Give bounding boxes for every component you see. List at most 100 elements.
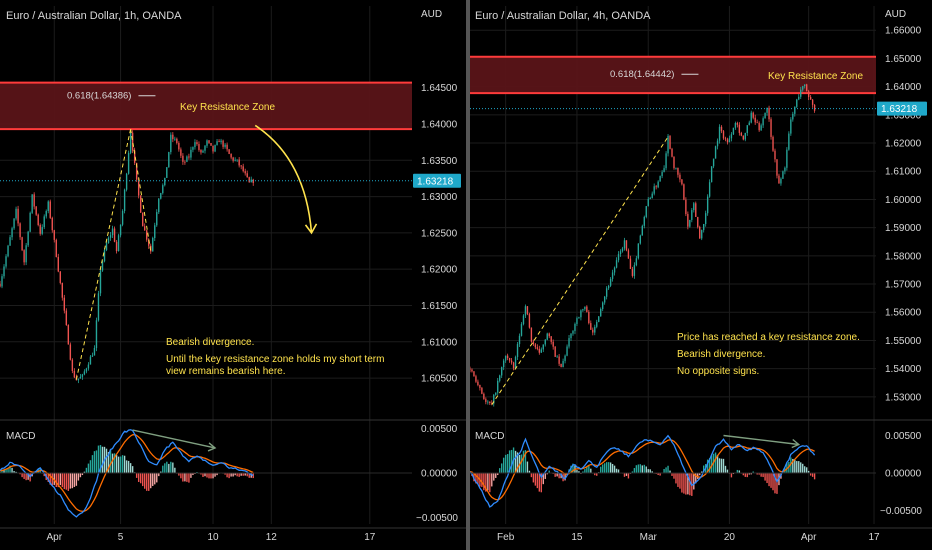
macd-pane[interactable]: MACD [469,431,876,508]
macd-histogram-bar [206,473,208,478]
candle-body [19,223,21,238]
macd-axis[interactable]: 0.00500 0.00000 −0.00500 [880,431,922,517]
fib-label: 0.618(1.64442) [610,69,674,80]
candle-body [71,359,74,371]
candle-body [79,376,82,379]
candle-body [708,182,711,197]
candle-body [178,142,180,150]
currency-label: AUD [885,9,906,20]
candle-body [673,156,675,169]
macd-pane[interactable]: MACD [0,429,412,518]
currency-label: AUD [421,9,442,20]
macd-line [0,429,254,518]
price-tick-label: 1.55000 [885,336,922,347]
time-axis[interactable]: Apr 5 10 12 17 [46,532,375,543]
macd-histogram-bar [500,463,503,473]
chart-panel-1h[interactable]: Key Resistance Zone 0.618(1.64386) Beari… [0,6,466,543]
candle-body [85,368,88,372]
price-axis[interactable]: 1.64500 1.64000 1.63500 1.63000 1.62500 1.620… [421,83,458,384]
candle-body [504,355,507,361]
macd-histogram-bar [649,469,651,473]
macd-histogram-bar [546,473,548,475]
macd-histogram-bar [125,460,128,473]
macd-histogram-bar [526,461,529,473]
candle-body [772,136,774,151]
macd-histogram-bar [752,471,754,473]
candle-body [228,149,230,154]
macd-histogram-bar [481,473,483,487]
candle-body [558,356,560,364]
candle-body [784,167,786,172]
candle-body [635,258,638,266]
macd-histogram-bar [51,473,53,486]
candle-body [7,245,9,257]
macd-histogram-bar [95,450,98,473]
macd-histogram-bar [53,473,55,485]
candle-body [495,392,497,395]
candle-body [222,140,224,147]
candle-body [148,239,150,246]
time-axis[interactable]: Feb 15 Mar 20 Apr 17 [497,532,880,543]
candle-body [95,320,98,349]
macd-histogram-bar [240,473,242,476]
chart-panel-4h[interactable]: Key Resistance Zone 0.618(1.64442) Price… [469,6,932,543]
macd-histogram-bar [548,470,550,473]
resistance-zone[interactable] [0,81,412,131]
candle-body [786,149,788,168]
macd-histogram-bar [645,466,647,473]
candle-body [53,230,55,240]
price-tick-label: 1.62000 [421,265,458,276]
time-tick-label: 10 [207,532,219,543]
swing-dashed-line [491,136,669,406]
macd-histogram-bar [792,458,794,473]
macd-histogram-bar [627,473,630,479]
zone-label: Key Resistance Zone [768,71,863,82]
candle-body [103,250,106,262]
candle-body [497,380,499,393]
price-axis[interactable]: 1.66000 1.65000 1.64000 1.63000 1.62000 1.610… [885,26,922,404]
macd-histogram-bar [59,473,61,486]
time-tick-label: 17 [364,532,376,543]
candle-body [667,135,669,154]
candle-body [693,203,695,211]
candle-body [194,142,196,148]
macd-histogram-bar [584,469,586,473]
candle-body [778,175,780,184]
macd-axis[interactable]: 0.00500 0.00000 −0.00500 [416,424,458,524]
candle-body [477,381,479,385]
macd-histogram-bar [502,457,505,473]
macd-histogram-bar [119,456,122,473]
candle-body [611,272,614,279]
macd-histogram-bar [556,473,558,477]
macd-histogram-bar [623,473,626,477]
candle-body [542,344,544,350]
candle-body [152,237,154,252]
candle-body [520,324,523,336]
macd-histogram-bar [615,468,618,473]
candle-body [619,251,622,255]
candle-body [706,196,709,214]
candle-body [156,212,158,226]
projection-arrow[interactable] [254,124,318,235]
macd-histogram-bar [701,471,703,473]
panel-divider[interactable] [466,0,470,550]
candle-body [766,107,768,113]
macd-histogram-bar [7,467,9,473]
candle-body [677,167,679,175]
macd-histogram-bar [117,456,120,473]
macd-histogram-bar [617,469,620,473]
macd-histogram-bar [160,471,162,473]
resistance-zone[interactable] [470,55,876,95]
macd-histogram-bar [798,461,800,473]
candle-body [512,362,515,369]
chart-title: Euro / Australian Dollar, 4h, OANDA [475,10,651,22]
candle-body [762,118,764,126]
candle-body [736,123,739,125]
candle-body [91,355,94,357]
macd-histogram-bar [722,458,725,473]
macd-histogram-bar [635,465,638,473]
price-tick-label: 1.60000 [885,195,922,206]
candle-body [216,141,218,146]
macd-histogram-bar [137,473,140,482]
candle-body [530,327,533,342]
